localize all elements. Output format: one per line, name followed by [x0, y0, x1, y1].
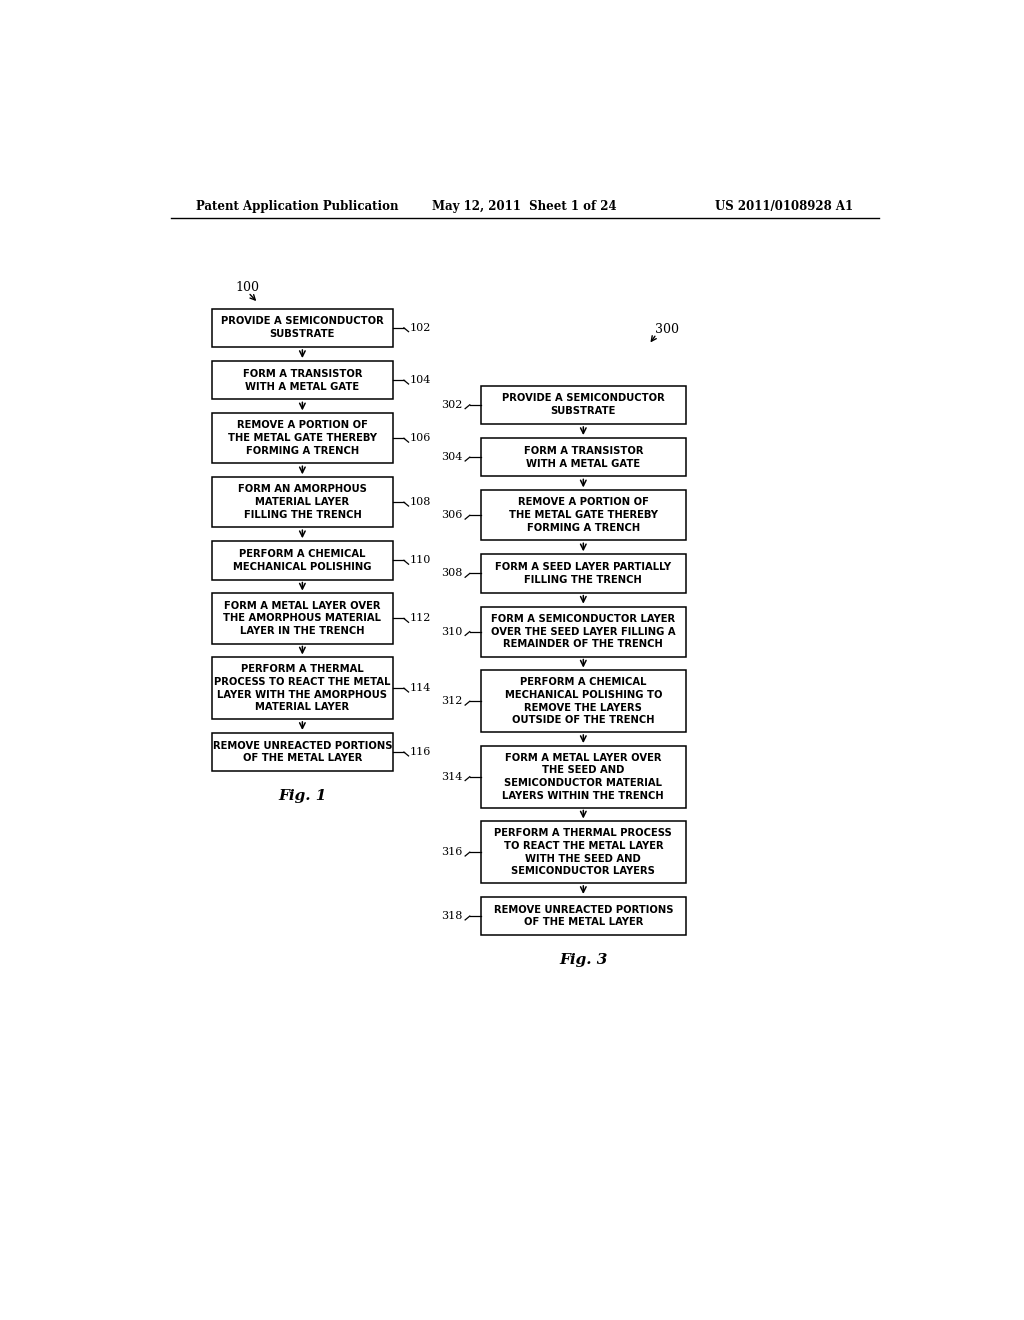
Text: 102: 102: [410, 323, 431, 333]
Text: 114: 114: [410, 684, 431, 693]
Text: Fig. 3: Fig. 3: [559, 953, 607, 968]
Text: PROVIDE A SEMICONDUCTOR
SUBSTRATE: PROVIDE A SEMICONDUCTOR SUBSTRATE: [221, 317, 384, 339]
Text: REMOVE A PORTION OF
THE METAL GATE THEREBY
FORMING A TRENCH: REMOVE A PORTION OF THE METAL GATE THERE…: [228, 421, 377, 457]
Bar: [480, 490, 686, 540]
Bar: [212, 733, 393, 771]
Text: Fig. 1: Fig. 1: [279, 789, 327, 803]
Text: FORM A METAL LAYER OVER
THE SEED AND
SEMICONDUCTOR MATERIAL
LAYERS WITHIN THE TR: FORM A METAL LAYER OVER THE SEED AND SEM…: [503, 752, 665, 801]
Bar: [480, 438, 686, 477]
Bar: [480, 607, 686, 656]
Text: REMOVE UNREACTED PORTIONS
OF THE METAL LAYER: REMOVE UNREACTED PORTIONS OF THE METAL L…: [213, 741, 392, 763]
Text: 106: 106: [410, 433, 431, 444]
Text: 108: 108: [410, 498, 431, 507]
Bar: [212, 309, 393, 347]
Bar: [212, 657, 393, 719]
Bar: [480, 385, 686, 424]
Text: May 12, 2011  Sheet 1 of 24: May 12, 2011 Sheet 1 of 24: [432, 199, 617, 213]
Bar: [212, 594, 393, 644]
Text: 100: 100: [234, 281, 259, 294]
Text: FORM A TRANSISTOR
WITH A METAL GATE: FORM A TRANSISTOR WITH A METAL GATE: [243, 368, 362, 392]
Text: FORM A SEED LAYER PARTIALLY
FILLING THE TRENCH: FORM A SEED LAYER PARTIALLY FILLING THE …: [496, 562, 672, 585]
Text: 318: 318: [440, 911, 462, 921]
Bar: [212, 360, 393, 400]
Text: 302: 302: [440, 400, 462, 409]
Bar: [480, 554, 686, 593]
Text: 308: 308: [440, 569, 462, 578]
Text: FORM A TRANSISTOR
WITH A METAL GATE: FORM A TRANSISTOR WITH A METAL GATE: [523, 446, 643, 469]
Text: REMOVE A PORTION OF
THE METAL GATE THEREBY
FORMING A TRENCH: REMOVE A PORTION OF THE METAL GATE THERE…: [509, 498, 657, 533]
Text: PERFORM A CHEMICAL
MECHANICAL POLISHING TO
REMOVE THE LAYERS
OUTSIDE OF THE TREN: PERFORM A CHEMICAL MECHANICAL POLISHING …: [505, 677, 663, 726]
Text: 300: 300: [655, 323, 679, 335]
Text: 104: 104: [410, 375, 431, 385]
Text: REMOVE UNREACTED PORTIONS
OF THE METAL LAYER: REMOVE UNREACTED PORTIONS OF THE METAL L…: [494, 904, 673, 928]
Text: FORM AN AMORPHOUS
MATERIAL LAYER
FILLING THE TRENCH: FORM AN AMORPHOUS MATERIAL LAYER FILLING…: [238, 484, 367, 520]
Bar: [212, 541, 393, 579]
Text: PERFORM A THERMAL PROCESS
TO REACT THE METAL LAYER
WITH THE SEED AND
SEMICONDUCT: PERFORM A THERMAL PROCESS TO REACT THE M…: [495, 828, 672, 876]
Text: PERFORM A THERMAL
PROCESS TO REACT THE METAL
LAYER WITH THE AMORPHOUS
MATERIAL L: PERFORM A THERMAL PROCESS TO REACT THE M…: [214, 664, 390, 713]
Bar: [480, 821, 686, 883]
Text: FORM A METAL LAYER OVER
THE AMORPHOUS MATERIAL
LAYER IN THE TRENCH: FORM A METAL LAYER OVER THE AMORPHOUS MA…: [223, 601, 381, 636]
Text: PERFORM A CHEMICAL
MECHANICAL POLISHING: PERFORM A CHEMICAL MECHANICAL POLISHING: [233, 549, 372, 572]
Text: 116: 116: [410, 747, 431, 758]
Bar: [480, 896, 686, 936]
Bar: [212, 413, 393, 463]
Bar: [212, 478, 393, 527]
Text: Patent Application Publication: Patent Application Publication: [197, 199, 398, 213]
Text: 110: 110: [410, 556, 431, 565]
Text: 314: 314: [440, 772, 462, 781]
Text: 312: 312: [440, 696, 462, 706]
Text: PROVIDE A SEMICONDUCTOR
SUBSTRATE: PROVIDE A SEMICONDUCTOR SUBSTRATE: [502, 393, 665, 416]
Text: 306: 306: [440, 511, 462, 520]
Text: US 2011/0108928 A1: US 2011/0108928 A1: [716, 199, 853, 213]
Text: 316: 316: [440, 847, 462, 857]
Text: 304: 304: [440, 453, 462, 462]
Bar: [480, 671, 686, 733]
Text: 112: 112: [410, 614, 431, 623]
Text: FORM A SEMICONDUCTOR LAYER
OVER THE SEED LAYER FILLING A
REMAINDER OF THE TRENCH: FORM A SEMICONDUCTOR LAYER OVER THE SEED…: [490, 614, 676, 649]
Text: 310: 310: [440, 627, 462, 636]
Bar: [480, 746, 686, 808]
